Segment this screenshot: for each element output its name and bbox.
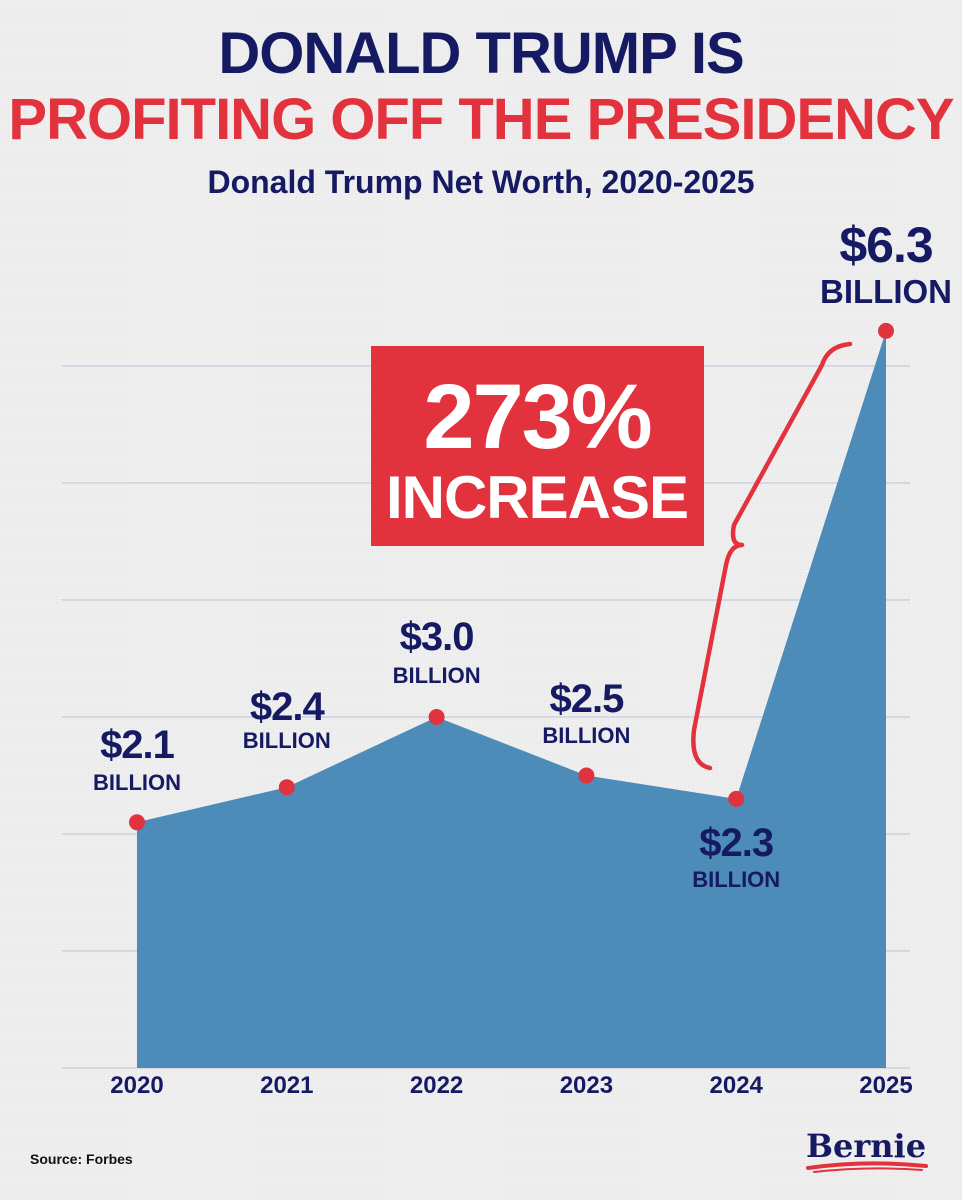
increase-label: INCREASE — [386, 464, 688, 531]
headline-line-1: DONALD TRUMP IS — [218, 21, 744, 86]
x-tick-2025: 2025 — [859, 1072, 912, 1099]
x-tick-2021: 2021 — [260, 1072, 313, 1099]
increase-bracket — [691, 341, 853, 771]
increase-callout-box — [371, 346, 704, 546]
value-label-2024: $2.3 — [699, 821, 773, 865]
value-label-2021: $2.4 — [250, 685, 326, 729]
value-label-2023: $2.5 — [549, 677, 624, 721]
data-point-2022 — [428, 709, 445, 725]
value-unit-2020: BILLION — [93, 770, 181, 795]
value-label-2020: $2.1 — [100, 723, 175, 767]
value-unit-2022: BILLION — [393, 663, 481, 688]
value-unit-2024: BILLION — [692, 867, 780, 892]
x-tick-2022: 2022 — [410, 1072, 463, 1099]
data-point-2020 — [129, 814, 145, 831]
value-label-2022: $3.0 — [400, 615, 474, 659]
logo-swoosh-icon — [806, 1161, 928, 1173]
value-unit-2021: BILLION — [243, 728, 331, 753]
x-tick-2024: 2024 — [710, 1072, 764, 1099]
headline-line-2: PROFITING OFF THE PRESIDENCY — [8, 87, 954, 152]
value-unit-2023: BILLION — [542, 723, 630, 748]
x-tick-2023: 2023 — [560, 1072, 613, 1099]
source-note: Source: Forbes — [30, 1151, 133, 1167]
increase-percent: 273% — [423, 366, 650, 468]
data-point-2021 — [278, 779, 295, 796]
chart-title: Donald Trump Net Worth, 2020-2025 — [207, 164, 755, 200]
bernie-logo: Bernie — [806, 1126, 928, 1176]
x-tick-2020: 2020 — [110, 1072, 163, 1099]
area-series — [137, 330, 886, 1068]
bernie-logo-text: Bernie — [806, 1127, 927, 1165]
value-label-2025: $6.3 — [839, 217, 932, 273]
data-point-2023 — [578, 767, 595, 784]
value-unit-2025: BILLION — [820, 273, 952, 310]
data-point-2024 — [728, 790, 745, 807]
data-point-2025 — [878, 322, 894, 339]
